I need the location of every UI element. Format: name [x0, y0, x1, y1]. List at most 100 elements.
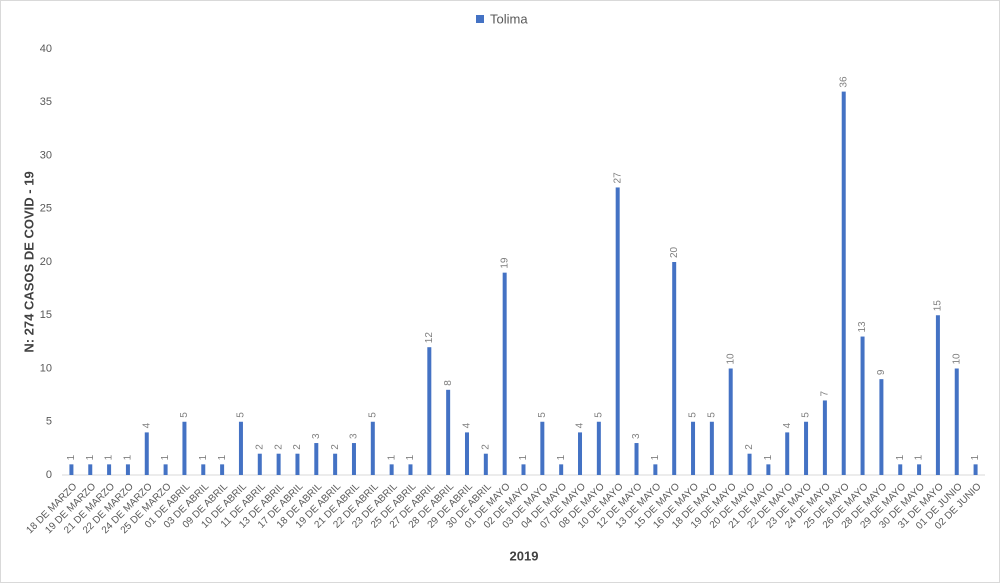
- bar: [201, 464, 206, 475]
- bar: [238, 421, 243, 475]
- value-label: 1: [763, 454, 774, 460]
- y-tick-label: 0: [46, 469, 52, 481]
- bar: [276, 453, 281, 475]
- value-label: 2: [254, 444, 265, 450]
- bar: [973, 464, 978, 475]
- value-label: 5: [593, 412, 604, 418]
- value-label: 13: [857, 321, 868, 333]
- bar: [163, 464, 168, 475]
- bar: [785, 432, 790, 475]
- value-label: 1: [386, 454, 397, 460]
- value-label: 5: [179, 412, 190, 418]
- value-label: 5: [236, 412, 247, 418]
- bar: [879, 379, 884, 475]
- value-label: 12: [424, 332, 435, 344]
- value-label: 1: [217, 454, 228, 460]
- bar: [653, 464, 658, 475]
- bar: [107, 464, 112, 475]
- value-label: 1: [970, 454, 981, 460]
- bar: [634, 443, 639, 475]
- value-label: 4: [141, 422, 152, 428]
- bar: [615, 187, 620, 475]
- bar: [389, 464, 394, 475]
- bar: [804, 421, 809, 475]
- value-label: 27: [612, 172, 623, 184]
- y-tick-label: 5: [46, 416, 52, 428]
- value-label: 20: [669, 246, 680, 258]
- value-label: 5: [688, 412, 699, 418]
- bar: [691, 421, 696, 475]
- bar: [295, 453, 300, 475]
- y-tick-label: 20: [40, 256, 52, 268]
- bar: [351, 443, 356, 475]
- value-label: 1: [895, 454, 906, 460]
- value-label: 7: [820, 390, 831, 396]
- bar: [257, 453, 262, 475]
- value-label: 10: [725, 353, 736, 365]
- legend-swatch: [476, 15, 484, 23]
- value-label: 2: [480, 444, 491, 450]
- y-tick-label: 40: [40, 43, 52, 55]
- value-label: 1: [66, 454, 77, 460]
- value-label: 1: [405, 454, 416, 460]
- y-tick-label: 15: [40, 309, 52, 321]
- bar: [483, 453, 488, 475]
- value-label: 1: [556, 454, 567, 460]
- bar: [559, 464, 564, 475]
- value-label: 2: [273, 444, 284, 450]
- y-axis-title: N: 274 CASOS DE COVID - 19: [21, 171, 36, 352]
- bar: [182, 421, 187, 475]
- value-label: 1: [160, 454, 171, 460]
- y-tick-label: 10: [40, 362, 52, 374]
- value-label: 4: [462, 422, 473, 428]
- value-label: 10: [951, 353, 962, 365]
- bar: [370, 421, 375, 475]
- value-label: 1: [104, 454, 115, 460]
- bar: [125, 464, 130, 475]
- y-tick-label: 35: [40, 96, 52, 108]
- value-label: 5: [367, 412, 378, 418]
- bar: [822, 400, 827, 475]
- value-label: 3: [631, 433, 642, 439]
- value-label: 1: [198, 454, 209, 460]
- bar: [935, 315, 940, 475]
- value-label: 5: [707, 412, 718, 418]
- bar: [427, 347, 432, 475]
- bar: [446, 389, 451, 475]
- value-label: 2: [744, 444, 755, 450]
- bar: [408, 464, 413, 475]
- bar: [502, 272, 507, 475]
- bar: [540, 421, 545, 475]
- value-label: 9: [876, 369, 887, 375]
- y-tick-label: 30: [40, 149, 52, 161]
- value-label: 1: [123, 454, 134, 460]
- bar: [917, 464, 922, 475]
- value-label: 1: [85, 454, 96, 460]
- bar: [728, 368, 733, 475]
- bar: [464, 432, 469, 475]
- bar: [578, 432, 583, 475]
- bar: [220, 464, 225, 475]
- value-label: 4: [782, 422, 793, 428]
- bar: [521, 464, 526, 475]
- value-label: 8: [443, 380, 454, 386]
- bar: [69, 464, 74, 475]
- value-label: 3: [311, 433, 322, 439]
- bar: [314, 443, 319, 475]
- value-label: 36: [838, 76, 849, 88]
- x-axis-title: 2019: [510, 548, 539, 563]
- bar: [88, 464, 93, 475]
- y-tick-label: 25: [40, 203, 52, 215]
- bar: [841, 91, 846, 475]
- value-label: 5: [801, 412, 812, 418]
- value-label: 4: [575, 422, 586, 428]
- bar: [709, 421, 714, 475]
- legend-text: Tolima: [490, 11, 528, 26]
- value-label: 1: [650, 454, 661, 460]
- bar: [672, 262, 677, 475]
- bar: [898, 464, 903, 475]
- bar: [766, 464, 771, 475]
- value-label: 1: [518, 454, 529, 460]
